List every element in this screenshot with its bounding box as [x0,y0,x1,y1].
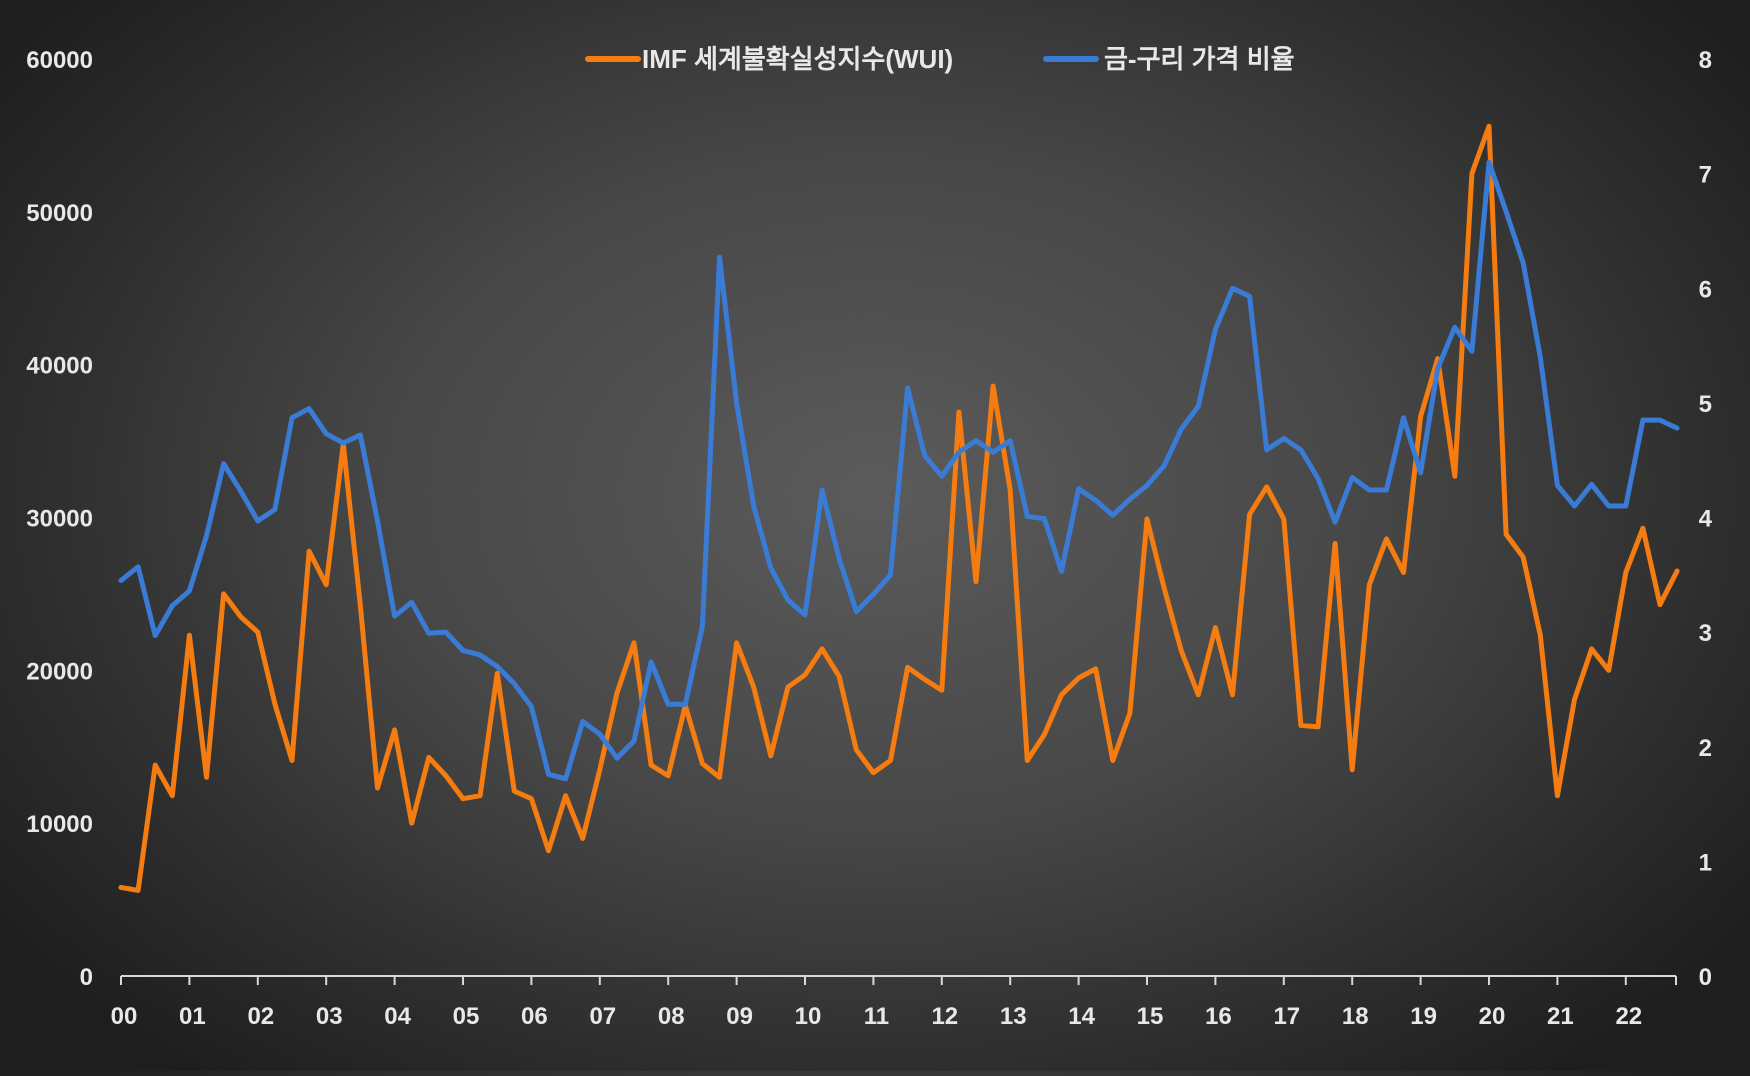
x-tick-label: 05 [453,1003,480,1030]
x-tick-label: 08 [658,1003,685,1030]
y-left-tick-label: 30000 [26,506,93,533]
x-tick-label: 02 [247,1003,274,1030]
series-line-gold-copper-ratio [118,159,1680,782]
x-tick-label: 12 [931,1003,958,1030]
y-left-tick-label: 60000 [26,47,93,74]
x-tick-label: 01 [179,1003,206,1030]
y-left-tick-label: 10000 [26,811,93,838]
y-right-tick-label: 4 [1699,506,1713,533]
x-tick-label: 00 [111,1003,138,1030]
y-left-tick-label: 50000 [26,200,93,227]
y-left-tick-label: 20000 [26,658,93,685]
y-right-tick-label: 5 [1699,391,1712,418]
y-left-tick-label: 40000 [26,353,93,380]
x-tick-label: 04 [384,1003,411,1030]
y-right-tick-label: 8 [1699,47,1712,74]
x-tick-label: 15 [1137,1003,1164,1030]
y-right-tick-label: 1 [1699,849,1712,876]
legend: IMF 세계불확실성지수(WUI) 금-구리 가격 비율 [585,44,1295,74]
x-tick-label: 09 [726,1003,753,1030]
series-line-wui [118,123,1680,893]
x-tick-label: 20 [1479,1003,1506,1030]
x-tick-label: 19 [1410,1003,1437,1030]
x-tick-label: 07 [589,1003,616,1030]
x-tick-label: 10 [795,1003,822,1030]
axes-layer: 00 01 02 03 04 05 06 07 08 09 10 11 12 13 14 15 16 17 18 19… [26,47,1712,1030]
x-tick-label: 16 [1205,1003,1232,1030]
y-right-tick-label: 0 [1699,964,1712,991]
x-tick-label: 06 [521,1003,548,1030]
x-tick-label: 03 [316,1003,343,1030]
y-right-tick-label: 7 [1699,162,1712,189]
y-right-tick-label: 6 [1699,276,1712,303]
y-left-tick-label: 0 [80,964,93,991]
x-tick-label: 11 [864,1003,889,1030]
series-layer [118,123,1680,893]
y-right-tick-label: 3 [1699,620,1712,647]
legend-label-gold-copper: 금-구리 가격 비율 [1104,44,1295,74]
x-tick-label: 13 [1000,1003,1027,1030]
x-tick-label: 14 [1068,1003,1095,1030]
legend-label-wui: IMF 세계불확실성지수(WUI) [642,44,953,74]
x-tick-label: 21 [1547,1003,1574,1030]
x-tick-label: 22 [1615,1003,1642,1030]
x-tick-label: 18 [1342,1003,1369,1030]
y-right-tick-label: 2 [1699,735,1712,762]
x-tick-label: 17 [1273,1003,1300,1030]
